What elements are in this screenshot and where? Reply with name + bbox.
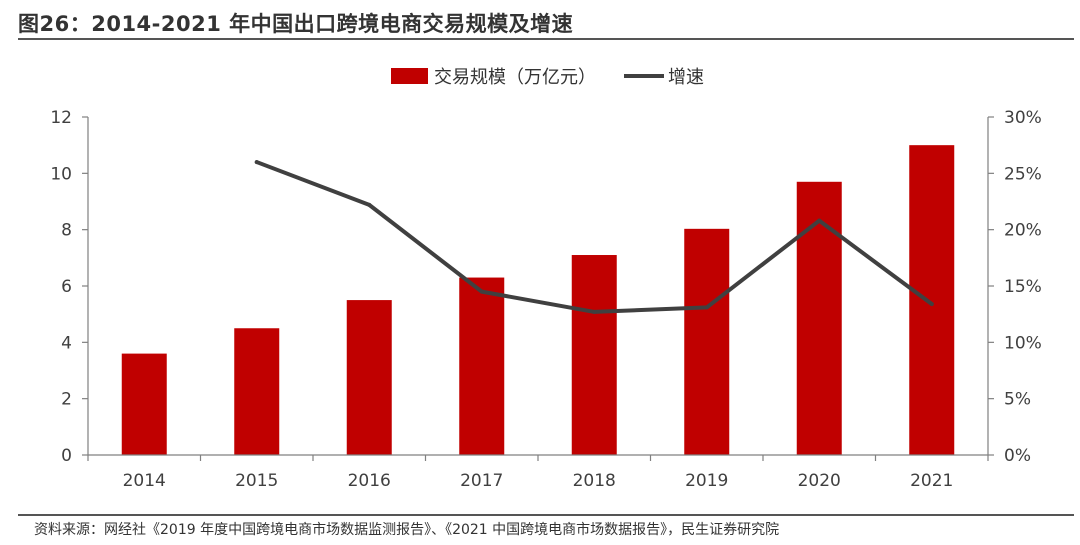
bar-2019 bbox=[684, 228, 730, 455]
figure-title: 图26：2014-2021 年中国出口跨境电商交易规模及增速 bbox=[18, 12, 574, 36]
right-tick-label: 20% bbox=[1004, 221, 1042, 241]
source-note: 资料来源：网经社《2019 年度中国跨境电商市场数据监测报告》、《2021 中国… bbox=[34, 522, 780, 538]
right-tick-label: 25% bbox=[1004, 164, 1042, 184]
left-tick-label: 2 bbox=[61, 390, 72, 410]
growth-point-2020 bbox=[817, 218, 822, 223]
growth-point-2018 bbox=[592, 309, 597, 314]
bar-2015 bbox=[234, 328, 280, 455]
chart-axes: 0 2 4 6 8 10 12 0% 5% 10% 15% 20% 25% 30% 2014 2015 2016… bbox=[50, 108, 1041, 491]
x-tick-label: 2017 bbox=[460, 471, 503, 491]
right-tick-label: 5% bbox=[1004, 390, 1031, 410]
line-series bbox=[254, 160, 934, 314]
source-divider bbox=[18, 514, 1074, 516]
bar-2018 bbox=[571, 255, 617, 455]
growth-point-2015 bbox=[254, 160, 259, 165]
growth-point-2017 bbox=[479, 289, 484, 294]
x-tick-label: 2015 bbox=[235, 471, 278, 491]
left-tick-label: 12 bbox=[50, 108, 72, 128]
chart-legend: 交易规模（万亿元） 增速 bbox=[391, 67, 704, 88]
right-tick-label: 10% bbox=[1004, 333, 1042, 353]
growth-point-2019 bbox=[704, 305, 709, 310]
bar-2014 bbox=[121, 353, 167, 455]
legend-bar-label: 交易规模（万亿元） bbox=[434, 67, 596, 88]
left-tick-label: 10 bbox=[50, 164, 72, 184]
bar-2016 bbox=[346, 300, 392, 455]
legend-bar-swatch bbox=[391, 68, 428, 84]
x-tick-label: 2014 bbox=[123, 471, 166, 491]
x-tick-label: 2020 bbox=[798, 471, 841, 491]
bar-2021 bbox=[909, 145, 955, 455]
bar-2017 bbox=[459, 277, 505, 455]
right-tick-label: 15% bbox=[1004, 277, 1042, 297]
right-tick-label: 0% bbox=[1004, 446, 1031, 466]
left-tick-label: 4 bbox=[61, 333, 72, 353]
left-tick-label: 0 bbox=[61, 446, 72, 466]
bar-2020 bbox=[796, 181, 842, 456]
x-tick-label: 2018 bbox=[573, 471, 616, 491]
bar-series bbox=[121, 145, 955, 456]
growth-point-2016 bbox=[367, 202, 372, 207]
left-tick-label: 8 bbox=[61, 221, 72, 241]
growth-point-2021 bbox=[929, 302, 934, 307]
right-tick-label: 30% bbox=[1004, 108, 1042, 128]
title-divider bbox=[18, 38, 1074, 40]
legend-line-label: 增速 bbox=[668, 67, 704, 88]
x-tick-label: 2019 bbox=[685, 471, 728, 491]
x-tick-label: 2016 bbox=[348, 471, 391, 491]
left-tick-label: 6 bbox=[61, 277, 72, 297]
x-tick-label: 2021 bbox=[910, 471, 953, 491]
